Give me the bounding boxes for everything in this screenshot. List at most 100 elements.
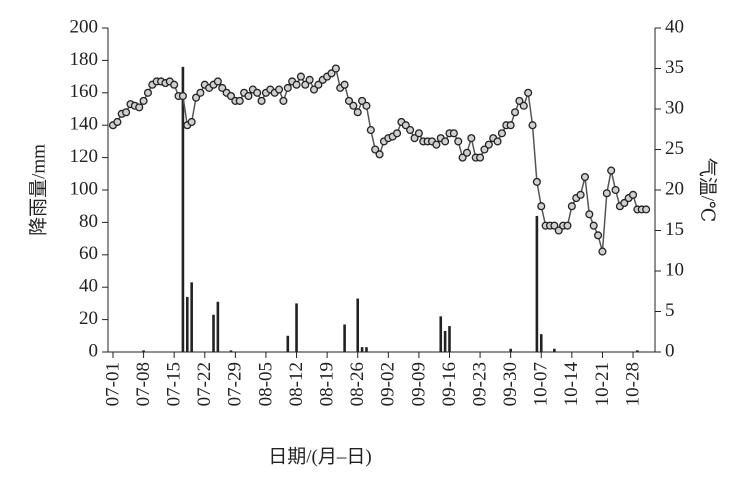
point — [213, 77, 222, 86]
bar — [142, 350, 145, 352]
bar — [539, 334, 543, 352]
point — [458, 153, 467, 162]
y2-tick-label: 25 — [665, 138, 684, 159]
point — [589, 221, 598, 230]
point — [441, 137, 450, 146]
y-tick-label: 0 — [89, 340, 99, 361]
point — [528, 121, 537, 130]
point — [296, 72, 305, 81]
y2-tick-label: 35 — [665, 57, 684, 78]
point — [602, 189, 611, 198]
y2-tick-label: 20 — [665, 178, 684, 199]
bar — [448, 326, 451, 352]
y2-tick-label: 40 — [665, 16, 684, 37]
point — [510, 108, 520, 117]
point — [611, 185, 620, 195]
y-tick-label: 180 — [70, 49, 99, 70]
x-tick-label: 07-22 — [194, 362, 215, 406]
point — [275, 85, 284, 94]
y-tick-label: 100 — [70, 178, 99, 199]
point — [235, 96, 244, 105]
point — [576, 190, 585, 199]
bar — [212, 314, 215, 352]
bar — [356, 298, 360, 352]
point — [244, 91, 253, 101]
point — [585, 210, 594, 219]
point — [532, 177, 541, 186]
point — [537, 202, 546, 211]
point — [449, 129, 458, 138]
point — [135, 103, 144, 112]
x-tick-label: 08-05 — [255, 362, 276, 406]
x-tick-label: 09-02 — [378, 362, 399, 406]
point — [279, 96, 288, 105]
y-tick-label: 20 — [79, 308, 98, 329]
x-tick-label: 08-12 — [286, 362, 307, 406]
point — [371, 145, 380, 154]
x-tick-label: 08-19 — [316, 362, 337, 406]
point — [139, 96, 148, 105]
point — [506, 121, 515, 130]
bar — [181, 66, 185, 352]
point — [497, 129, 506, 138]
point — [524, 88, 533, 97]
point — [314, 80, 323, 89]
y-tick-label: 80 — [79, 211, 98, 232]
x-tick-label: 08-26 — [347, 362, 368, 406]
x-tick-label: 10-28 — [622, 362, 643, 406]
y-tick-label: 40 — [79, 276, 98, 297]
point — [362, 101, 371, 110]
point — [484, 140, 493, 149]
point — [519, 101, 528, 110]
point — [327, 69, 336, 78]
point — [493, 137, 502, 146]
point — [628, 190, 638, 199]
bar — [535, 215, 539, 352]
point — [170, 80, 179, 89]
x-tick-label: 07-15 — [164, 362, 185, 406]
y-tick-label: 160 — [70, 81, 99, 102]
point — [410, 134, 419, 143]
point — [187, 117, 196, 127]
point — [563, 221, 572, 230]
y2-tick-label: 30 — [665, 97, 684, 118]
x-axis-label: 日期/(月–日) — [268, 445, 371, 467]
point — [143, 88, 153, 97]
point — [366, 126, 375, 135]
point — [309, 85, 319, 94]
point — [580, 172, 590, 182]
point — [375, 150, 384, 159]
point — [642, 205, 651, 214]
point — [349, 101, 358, 110]
point — [253, 88, 262, 97]
point — [122, 108, 131, 117]
point — [598, 247, 607, 256]
point — [178, 91, 187, 101]
bar — [365, 347, 368, 352]
bar — [509, 348, 512, 352]
bar — [636, 350, 639, 352]
point — [191, 93, 201, 102]
point — [432, 140, 441, 149]
point — [462, 148, 472, 157]
y-tick-label: 120 — [70, 146, 99, 167]
point — [554, 226, 563, 235]
point — [476, 153, 485, 162]
bar — [295, 303, 298, 352]
point — [353, 108, 362, 117]
point — [358, 96, 367, 105]
point — [305, 75, 314, 84]
point — [515, 96, 524, 105]
point — [550, 221, 559, 230]
point — [620, 198, 629, 208]
y2-axis-label: 气温/℃ — [697, 158, 719, 223]
bar — [229, 350, 233, 352]
x-tick-label: 09-09 — [408, 362, 429, 406]
x-tick-label: 07-08 — [133, 362, 154, 406]
x-tick-label: 10-21 — [592, 362, 613, 406]
point — [467, 134, 476, 143]
point — [113, 117, 122, 127]
point — [196, 88, 205, 97]
point — [406, 126, 415, 135]
